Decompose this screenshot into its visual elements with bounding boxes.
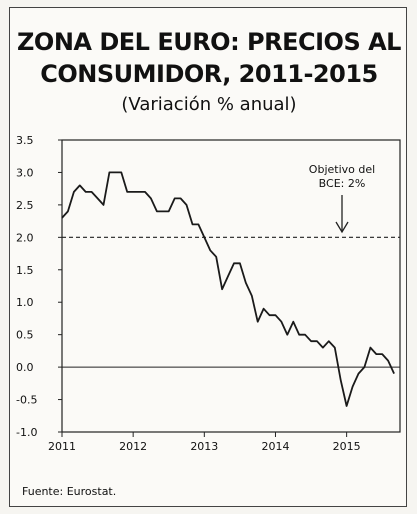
y-tick-label: 0.5 — [16, 329, 34, 342]
plot-area-border — [61, 139, 401, 433]
y-tick-label: 2.5 — [16, 199, 34, 212]
y-axis-ticks: 3.5 3.0 2.5 2.0 1.5 1.0 0.5 0.0 -0.5 -1.0 — [16, 134, 62, 439]
chart-frame: ZONA DEL EURO: PRECIOS AL CONSUMIDOR, 20… — [9, 7, 407, 507]
y-tick-label: 0.0 — [16, 361, 34, 374]
annotation-line2: BCE: 2% — [319, 177, 366, 190]
annotation-arrow-head — [335, 221, 349, 234]
x-tick-label: 2011 — [48, 440, 76, 453]
x-tick-label: 2013 — [190, 440, 218, 453]
y-tick-label: 2.0 — [16, 231, 34, 244]
y-tick-label: -1.0 — [16, 426, 37, 439]
x-axis-ticks: 2011 2012 2013 2014 2015 — [48, 432, 361, 453]
y-tick-label: 3.0 — [16, 166, 34, 179]
source-note: Fuente: Eurostat. — [22, 485, 117, 498]
chart-title-line1: ZONA DEL EURO: PRECIOS AL — [17, 28, 401, 56]
y-tick-label: 1.5 — [16, 264, 34, 277]
series-group — [61, 171, 395, 407]
y-tick-label: 3.5 — [16, 134, 34, 147]
y-tick-label: -0.5 — [16, 394, 37, 407]
hicp-inflation-line — [61, 171, 395, 407]
chart-title-line2: CONSUMIDOR, 2011-2015 — [40, 60, 378, 88]
y-tick-label: 1.0 — [16, 296, 34, 309]
chart-subtitle: (Variación % anual) — [121, 94, 297, 115]
x-tick-label: 2014 — [261, 440, 289, 453]
annotation-line1: Objetivo del — [309, 163, 375, 176]
x-tick-label: 2012 — [119, 440, 147, 453]
chart-axes — [61, 139, 401, 433]
x-tick-label: 2015 — [333, 440, 361, 453]
